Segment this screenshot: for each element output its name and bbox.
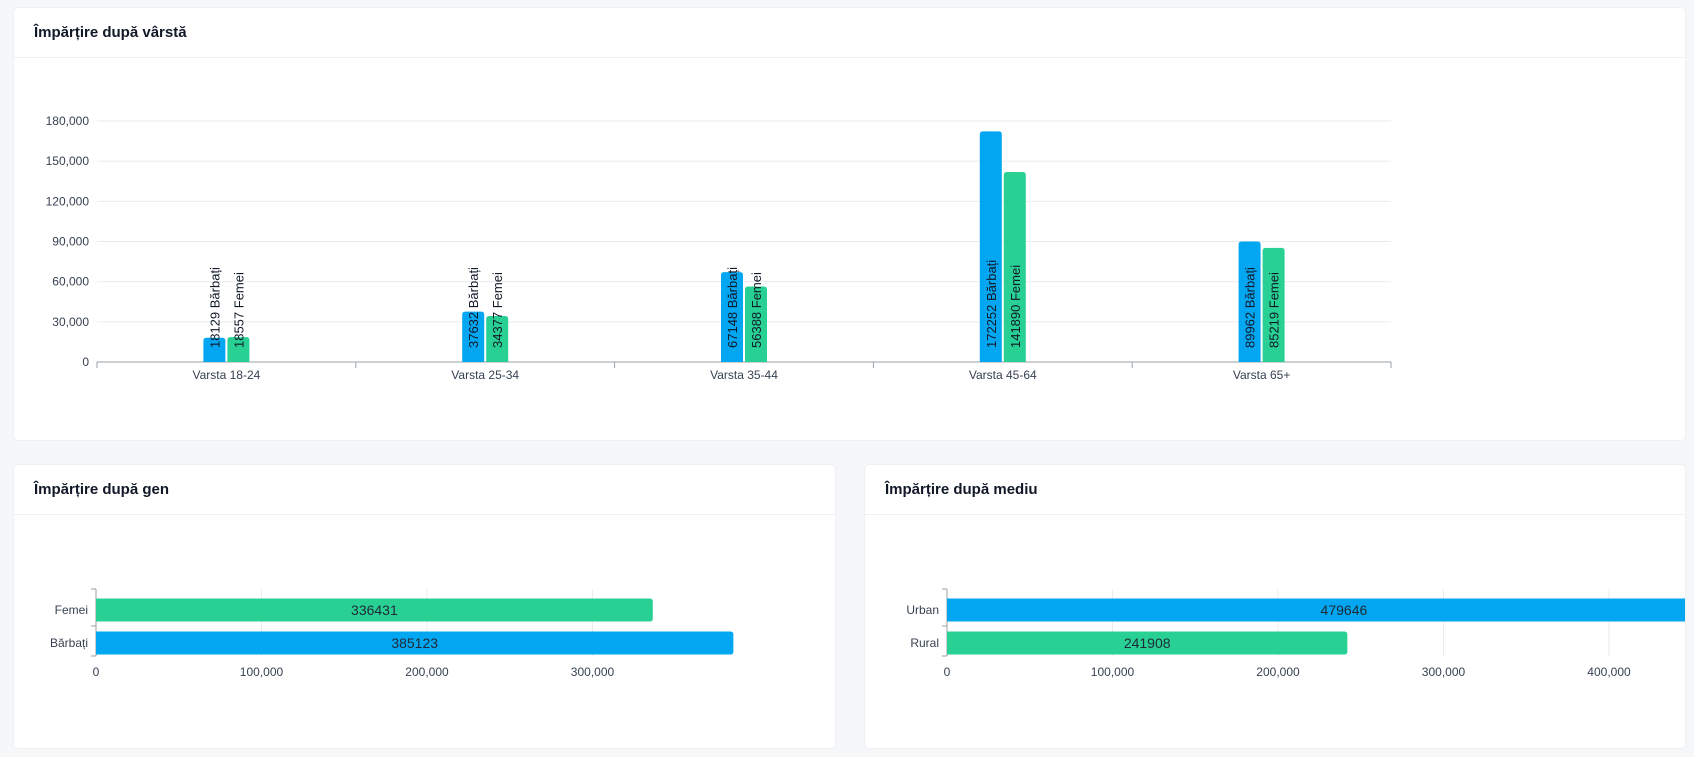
- y-tick-label: 150,000: [46, 154, 90, 168]
- gender-bar-chart: 0 100,000 200,000 300,000 Femei 336431 Bărbați…: [50, 588, 734, 679]
- bar-barbati: [979, 131, 1002, 362]
- x-tick-label: 300,000: [1422, 665, 1466, 679]
- y-tick-label: 120,000: [46, 194, 90, 208]
- x-tick-label: Varsta 45-64: [969, 368, 1037, 382]
- x-tick-label: 100,000: [1091, 665, 1135, 679]
- environment-chart-card: Împărțire după mediu 0 100,000 200,000 300,…: [865, 465, 1685, 748]
- environment-card-title: Împărțire după mediu: [885, 481, 1038, 498]
- y-tick-label: Bărbați: [50, 636, 88, 650]
- bar-data-label: 37632 Bărbați: [466, 267, 481, 348]
- environment-card-header: Împărțire după mediu: [865, 465, 1685, 515]
- bar-data-label: 18557 Femei: [231, 272, 246, 348]
- bar-data-label: 336431: [351, 602, 398, 618]
- y-tick-label: Urban: [906, 603, 939, 617]
- environment-bar: [947, 598, 1685, 622]
- bar-femei: [227, 337, 250, 362]
- bar-data-label: 241908: [1124, 635, 1171, 651]
- bar-barbati: [721, 272, 743, 362]
- bar-data-label: 89962 Bărbați: [1243, 267, 1258, 348]
- bar-barbati: [462, 311, 485, 362]
- bar-femei: [1262, 247, 1285, 362]
- bar-data-label: 85219 Femei: [1267, 272, 1282, 348]
- gender-card-title: Împărțire după gen: [34, 481, 170, 498]
- age-chart-card: Împărțire după vârstă 0 30,000 60,000 90,00…: [14, 8, 1685, 440]
- x-tick-label: Varsta 65+: [1233, 368, 1290, 382]
- bar-femei: [486, 315, 509, 362]
- age-bar-chart: 0 30,000 60,000 90,000 120,000 150,000 180,000…: [46, 114, 1392, 382]
- bar-data-label: 172252 Bărbați: [984, 260, 999, 348]
- x-tick-label: 400,000: [1587, 665, 1631, 679]
- gender-card-header: Împărțire după gen: [14, 465, 835, 515]
- bar-femei: [745, 286, 767, 362]
- environment-bar-chart: 0 100,000 200,000 300,000 400,000 Urban 479646…: [906, 588, 1685, 679]
- age-card-header: Împărțire după vârstă: [14, 8, 1685, 58]
- bar-data-label: 34377 Femei: [490, 272, 505, 348]
- x-tick-label: Varsta 35-44: [710, 368, 778, 382]
- bar-data-label: 385123: [391, 635, 438, 651]
- y-tick-label: Femei: [55, 603, 88, 617]
- x-tick-label: 0: [93, 665, 100, 679]
- environment-bar: [947, 631, 1348, 655]
- x-tick-label: Varsta 18-24: [192, 368, 260, 382]
- bar-data-label: 479646: [1321, 602, 1368, 618]
- x-tick-label: Varsta 25-34: [451, 368, 519, 382]
- x-tick-label: 100,000: [240, 665, 284, 679]
- x-tick-label: 200,000: [405, 665, 449, 679]
- bar-femei: [1003, 172, 1026, 362]
- gender-chart-card: Împărțire după gen 0 100,000 200,000 300,00…: [14, 465, 835, 748]
- y-tick-label: 180,000: [46, 114, 90, 128]
- y-tick-label: 90,000: [52, 235, 89, 249]
- bar-barbati: [203, 337, 226, 362]
- gender-bar: [96, 598, 653, 622]
- y-tick-label: Rural: [910, 636, 939, 650]
- x-tick-label: 0: [944, 665, 951, 679]
- bar-data-label: 18129 Bărbați: [207, 267, 222, 348]
- y-tick-label: 60,000: [52, 275, 89, 289]
- y-tick-label: 30,000: [52, 315, 89, 329]
- bar-data-label: 141890 Femei: [1008, 265, 1023, 348]
- x-tick-label: 300,000: [571, 665, 615, 679]
- x-tick-label: 200,000: [1256, 665, 1300, 679]
- gender-bar: [96, 631, 734, 655]
- bar-barbati: [1238, 241, 1261, 362]
- bar-data-label: 56388 Femei: [749, 272, 764, 348]
- age-card-title: Împărțire după vârstă: [34, 24, 187, 41]
- bar-data-label: 67148 Bărbați: [725, 267, 740, 348]
- y-tick-label: 0: [82, 355, 89, 369]
